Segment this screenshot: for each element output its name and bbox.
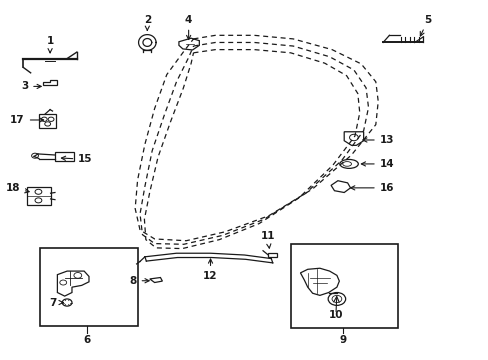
Text: 4: 4 [184, 15, 192, 40]
Text: 14: 14 [361, 159, 393, 169]
Text: 17: 17 [10, 115, 43, 125]
Text: 11: 11 [260, 231, 275, 248]
Bar [41, 248, 137, 327]
Bar [267, 252, 276, 257]
Text: 1: 1 [46, 36, 54, 53]
Bar [55, 152, 74, 161]
Text: 16: 16 [350, 183, 393, 193]
Bar [39, 114, 56, 128]
Text: 6: 6 [83, 336, 90, 345]
Bar [290, 244, 397, 328]
Text: 12: 12 [203, 259, 217, 281]
Text: 10: 10 [328, 310, 343, 320]
Text: 5: 5 [419, 15, 431, 36]
Text: 15: 15 [61, 154, 93, 164]
Text: 13: 13 [362, 135, 393, 145]
Text: 2: 2 [143, 15, 151, 31]
Text: 9: 9 [339, 336, 346, 345]
Text: 8: 8 [129, 276, 149, 286]
Bar [27, 187, 50, 205]
Text: 18: 18 [5, 183, 29, 193]
Text: 3: 3 [21, 81, 41, 91]
Text: 7: 7 [49, 297, 63, 307]
